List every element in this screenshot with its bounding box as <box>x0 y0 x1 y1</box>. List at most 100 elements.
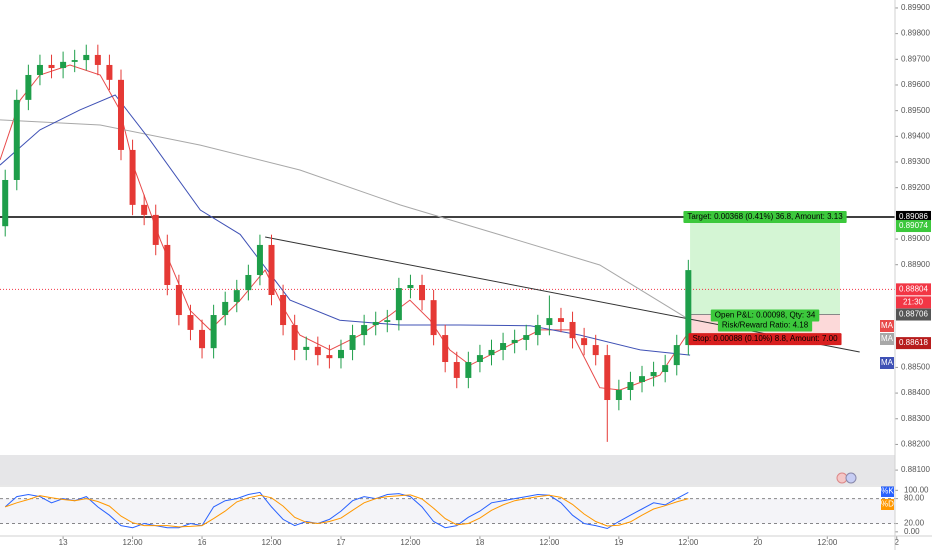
candle-body <box>604 355 611 401</box>
x-tick-label: 12:00 <box>123 538 144 547</box>
candle-body <box>291 325 298 350</box>
y-tick-label: 0.89700 <box>901 54 930 63</box>
y-tick-label: 0.89400 <box>901 131 930 140</box>
candle-body <box>581 338 588 346</box>
candle-body <box>71 60 78 62</box>
y-tick-label: 0.88500 <box>901 363 930 372</box>
target-label-box <box>683 211 847 224</box>
moving-average <box>0 94 691 356</box>
y-tick-label: 0.89900 <box>901 3 930 12</box>
osc-y-tick-label: 20.00 <box>904 519 925 528</box>
osc-y-tick-label: 0.00 <box>904 527 920 536</box>
x-tick-label: 2 <box>895 538 900 547</box>
moving-average <box>0 119 691 321</box>
rr-label-box <box>717 319 813 332</box>
oscillator-line <box>5 494 689 528</box>
candle-body <box>557 318 564 322</box>
legend-swatch <box>881 486 894 497</box>
candle-body <box>245 274 252 291</box>
volume-band <box>0 455 895 485</box>
ma-tag-box <box>880 333 894 345</box>
y-tick-label: 0.89000 <box>901 234 930 243</box>
candle-body <box>94 54 101 65</box>
candle-body <box>83 54 90 61</box>
last-price-tag-box <box>896 283 931 296</box>
y-tick-label: 0.89200 <box>901 183 930 192</box>
candle-body <box>36 64 43 75</box>
ma-tag: MA <box>881 358 894 367</box>
candle-body <box>233 290 240 302</box>
y-tick-label: 0.89300 <box>901 157 930 166</box>
y-tick-label: 0.89600 <box>901 80 930 89</box>
candle-body <box>199 329 206 349</box>
x-tick-label: 16 <box>198 538 207 547</box>
oscillator-line <box>4 491 689 530</box>
target-label: Target: 0.00368 (0.41%) 36.8, Amount: 3.… <box>687 212 843 221</box>
y-tick-label: 0.88400 <box>901 388 930 397</box>
candle-body <box>303 346 310 350</box>
y-tick-label: 0.89800 <box>901 29 930 38</box>
x-tick-label: 17 <box>337 538 346 547</box>
candle-body <box>465 362 472 378</box>
layers: 0.89900 0.89800 0.89700 0.89600 0.89500 0.894… <box>0 3 931 547</box>
candle-body <box>60 61 67 69</box>
hline-tag-box <box>896 210 931 223</box>
osc-y-tick-label: 80.00 <box>904 494 925 503</box>
candle-body <box>280 295 287 326</box>
ma-tag: MA <box>881 321 894 330</box>
stop-tag: 0.88618 <box>899 338 928 347</box>
entry-tag: 0.88706 <box>899 310 928 319</box>
candle-body <box>673 345 680 366</box>
candle-body <box>685 270 692 346</box>
candle-body <box>476 355 483 363</box>
candle-body <box>106 64 113 80</box>
x-tick-label: 18 <box>475 538 484 547</box>
last-price-tag: 0.88804 <box>899 284 928 293</box>
candle-body <box>314 346 321 356</box>
candle-body <box>25 74 32 100</box>
candle-body <box>419 284 426 301</box>
candle-body <box>627 382 634 391</box>
rr-label: Risk/Reward Ratio: 4.18 <box>722 321 809 330</box>
candle-body <box>372 321 379 326</box>
legend-label: %K <box>881 487 894 496</box>
ma-tag-box <box>880 320 894 332</box>
candle-body <box>210 315 217 349</box>
hline-tag: 0.89086 <box>899 212 928 221</box>
candle-body <box>141 204 148 215</box>
pnl-label: Open P&L: 0.00098, Qty: 34 <box>715 311 816 320</box>
ma-tag-box <box>880 357 894 369</box>
x-tick-label: 20 <box>753 538 762 547</box>
y-tick-label: 0.88300 <box>901 414 930 423</box>
target-tag: 0.89074 <box>899 221 928 230</box>
stop-label-box <box>688 333 842 346</box>
candle-body <box>430 300 437 336</box>
candle-body <box>488 349 495 356</box>
target-tag-box <box>896 220 931 233</box>
y-tick-label: 0.88100 <box>901 465 930 474</box>
candle-body <box>349 335 356 350</box>
legend-label: %D <box>881 500 894 509</box>
candle-body <box>117 79 124 150</box>
pnl-label-box <box>710 309 820 322</box>
candle-body <box>222 301 229 316</box>
candle-body <box>442 335 449 363</box>
candle-body <box>175 284 182 316</box>
y-tick-label: 0.88900 <box>901 260 930 269</box>
x-tick-label: 19 <box>614 538 623 547</box>
stop-label: Stop: 0.00088 (0.10%) 8.8, Amount: 7.00 <box>693 334 839 343</box>
candle-body <box>511 339 518 344</box>
y-tick-label: 0.89500 <box>901 106 930 115</box>
trendline <box>265 236 860 353</box>
x-tick-label: 13 <box>59 538 68 547</box>
moving-average <box>0 64 691 391</box>
candle-body <box>384 320 391 322</box>
y-tick-label: 0.88200 <box>901 440 930 449</box>
countdown: 21:30 <box>903 297 924 306</box>
candle-body <box>639 376 646 383</box>
candle-body <box>187 315 194 330</box>
countdown-box <box>896 296 931 309</box>
candle-body <box>592 345 599 356</box>
